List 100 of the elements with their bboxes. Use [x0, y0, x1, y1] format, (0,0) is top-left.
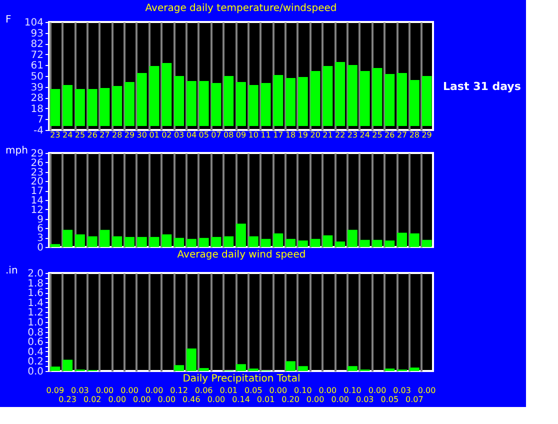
y-tick-label: 104	[24, 18, 44, 28]
y-tick-label: 18	[30, 104, 44, 115]
bar	[409, 80, 420, 126]
bar	[372, 240, 382, 247]
data-label: 0.05	[380, 395, 399, 404]
y-tick-label: 0.0	[28, 366, 44, 378]
data-label: 0.01	[256, 395, 275, 404]
y-tick-label: 1.6	[28, 288, 44, 300]
bar	[50, 366, 60, 371]
bar	[273, 75, 284, 126]
data-label: 0.07	[406, 395, 424, 404]
bar	[409, 368, 420, 371]
x-tick-label: 25	[74, 130, 86, 140]
y-tick-label: 0.4	[28, 346, 44, 358]
data-label: 0.02	[83, 395, 102, 404]
bar	[310, 71, 320, 126]
y-tick-label: 17	[30, 186, 44, 198]
x-tick-label: 28	[112, 130, 122, 140]
bar	[211, 236, 222, 247]
bar	[124, 236, 134, 247]
y-tick-label: 61	[30, 60, 44, 72]
bar	[174, 76, 184, 126]
y-tick-label: 29	[30, 148, 44, 160]
bar	[422, 76, 432, 126]
x-tick-label: 10	[248, 130, 258, 140]
y-tick-label: 28	[30, 93, 44, 104]
bar	[211, 83, 222, 126]
x-tick-label: 23	[50, 130, 60, 140]
bar	[260, 83, 271, 126]
data-label: 0.23	[58, 395, 76, 404]
bar	[100, 88, 110, 126]
data-label: 0.46	[182, 395, 200, 404]
bar	[248, 85, 258, 126]
x-tick-label: 02	[162, 130, 172, 140]
bar	[50, 89, 60, 126]
bar	[87, 89, 98, 126]
data-label: 0.10	[294, 386, 312, 395]
bar	[62, 230, 73, 247]
x-tick-label: 04	[186, 130, 197, 140]
x-tick-label: 29	[124, 130, 135, 140]
data-label: 0.00	[158, 395, 176, 404]
bar	[397, 73, 407, 126]
bar	[310, 238, 320, 247]
y-tick-label: 12	[30, 204, 44, 216]
x-tick-label: 11	[260, 130, 271, 140]
x-tick-label: 03	[174, 130, 184, 140]
bar	[224, 76, 234, 126]
x-axis-title: Average daily wind speed	[177, 250, 306, 260]
y-tick-label: -4	[34, 126, 44, 136]
x-tick-label: 24	[360, 130, 370, 140]
bar	[50, 244, 60, 247]
bar	[422, 240, 432, 247]
data-label: 0.14	[232, 395, 250, 404]
data-label: 0.00	[269, 386, 288, 395]
bar	[186, 81, 196, 126]
data-label: 0.00	[108, 395, 126, 404]
bar	[149, 236, 160, 247]
bar	[112, 86, 122, 126]
y-tick-label: 72	[30, 50, 44, 61]
bar	[260, 238, 271, 247]
y-tick-label: 1.4	[28, 298, 44, 309]
x-tick-label: 30	[136, 130, 147, 140]
bar	[75, 89, 85, 126]
data-label: 0.10	[344, 386, 362, 395]
y-tick-label: 0	[37, 242, 44, 254]
y-tick-label: 50	[30, 72, 44, 82]
y-tick-label: 1.2	[28, 308, 44, 319]
bar	[348, 230, 358, 247]
x-tick-label: 18	[285, 130, 296, 140]
x-tick-label: 22	[335, 130, 346, 140]
y-axis-title: .in	[6, 266, 18, 276]
x-tick-label: 09	[236, 130, 246, 140]
x-tick-label: 17	[273, 130, 284, 140]
bar	[322, 66, 333, 126]
y-tick-label: 0.6	[28, 337, 44, 348]
y-axis-title: mph	[6, 146, 28, 156]
x-tick-label: 27	[396, 130, 408, 140]
y-tick-label: 9	[37, 214, 44, 226]
y-tick-label: 7	[37, 114, 44, 126]
bar	[136, 73, 147, 126]
bar	[62, 360, 73, 371]
x-tick-label: 24	[62, 130, 73, 140]
y-tick-label: 0.2	[28, 356, 44, 368]
bar	[149, 66, 160, 126]
bar	[124, 82, 134, 126]
data-label: 0.05	[244, 386, 262, 395]
data-label: 0.00	[120, 386, 138, 395]
y-tick-label: 0.8	[28, 327, 44, 338]
bar	[298, 366, 308, 371]
bar	[360, 240, 370, 247]
bar	[360, 71, 370, 126]
data-label: 0.09	[46, 386, 64, 395]
data-label: 0.06	[194, 386, 213, 395]
y-axis-title: F	[6, 14, 12, 26]
data-label: 0.00	[145, 386, 164, 395]
y-tick-label: 1.8	[28, 278, 44, 290]
x-tick-label: 26	[384, 130, 395, 140]
y-tick-label: 26	[30, 158, 44, 169]
x-tick-label: 28	[409, 130, 420, 140]
y-tick-label: 2.0	[28, 268, 44, 280]
